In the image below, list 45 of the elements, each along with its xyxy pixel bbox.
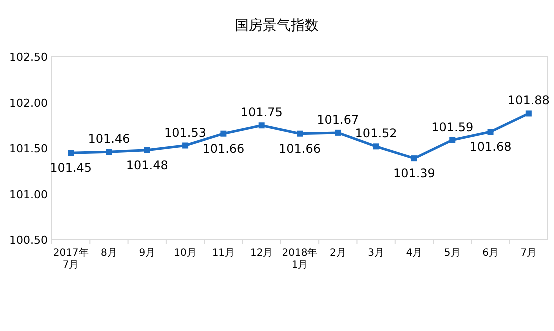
data-label: 101.52 [355,126,398,141]
y-tick-label: 100.50 [10,234,48,247]
x-tick-label: 5月 [444,248,461,259]
data-label: 101.88 [508,94,550,108]
data-label: 101.53 [164,126,207,140]
data-label: 101.67 [317,112,360,127]
y-tick-label: 101.00 [10,188,48,202]
x-tick-label: 2017年 7月 [53,247,89,271]
x-tick-label: 4月 [406,248,423,259]
x-tick-label: 2月 [330,248,346,259]
x-tick-label: 6月 [482,248,499,259]
point [106,149,112,156]
y-tick-label: 101.50 [10,142,48,156]
x-tick-label: 10月 [174,248,197,259]
point [220,130,227,137]
x-tick-label: 11月 [212,248,236,259]
point [182,142,189,149]
data-label: 101.66 [279,142,321,156]
point [526,110,532,117]
point [144,147,150,154]
point [68,150,74,156]
point [488,129,494,136]
point [258,122,265,129]
point [411,156,418,162]
data-label: 101.59 [432,120,474,134]
point [297,130,303,137]
y-tick-label: 102.50 [10,51,48,64]
data-label: 101.45 [50,161,92,176]
x-tick-label: 7月 [520,248,538,259]
x-tick-label: 2018年 1月 [282,247,318,271]
data-label: 101.48 [126,158,168,172]
chart-title: 国房景气指数 [235,18,319,34]
point [450,137,456,144]
data-label: 101.39 [393,166,436,181]
data-label: 101.75 [240,106,283,120]
point [335,130,342,136]
x-tick-label: 12月 [250,248,274,259]
x-tick-label: 3月 [368,248,384,259]
x-tick-label: 9月 [139,248,156,259]
data-label: 101.66 [202,142,245,156]
point [373,144,380,150]
y-tick-label: 102.00 [10,96,48,110]
x-tick-label: 8月 [101,248,118,259]
data-label: 101.68 [470,140,512,154]
data-label: 101.46 [88,132,130,146]
